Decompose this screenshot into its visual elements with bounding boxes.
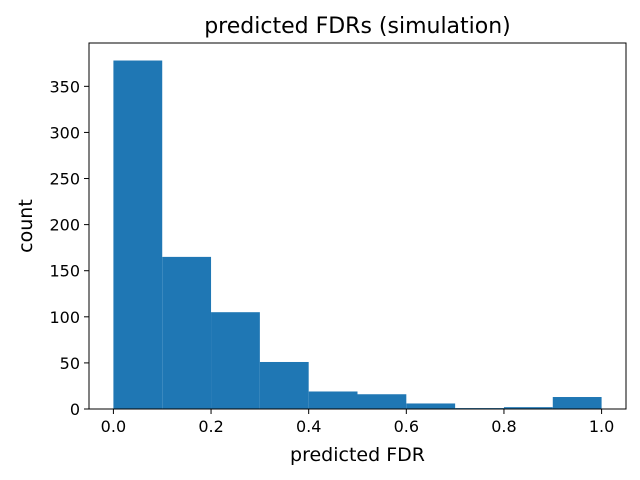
x-axis-label: predicted FDR: [290, 444, 425, 466]
y-tick-label: 50: [60, 354, 80, 373]
y-tick-label: 350: [49, 77, 80, 96]
histogram-bars: [113, 60, 602, 410]
histogram-bar: [406, 403, 456, 409]
x-tick-label: 0.2: [198, 417, 223, 436]
y-tick-label: 100: [49, 308, 80, 327]
y-tick-label: 250: [49, 170, 80, 189]
histogram-bar: [552, 397, 602, 409]
x-tick-label: 0.4: [296, 417, 321, 436]
histogram-bar: [357, 394, 407, 409]
x-tick-label: 0.0: [101, 417, 126, 436]
histogram-bar: [162, 256, 212, 409]
x-tick-label: 0.6: [394, 417, 419, 436]
y-tick-label: 300: [49, 123, 80, 142]
histogram-bar: [259, 361, 309, 409]
histogram-bar: [503, 407, 553, 409]
histogram-bar: [113, 60, 163, 410]
x-axis: 0.0 0.2 0.4 0.6 0.8 1.0: [101, 409, 614, 436]
y-tick-label: 0: [70, 400, 80, 419]
histogram-bar: [211, 312, 260, 409]
y-tick-label: 150: [49, 262, 80, 281]
histogram-bar: [308, 391, 358, 409]
x-tick-label: 0.8: [491, 417, 516, 436]
chart-title: predicted FDRs (simulation): [204, 14, 511, 39]
x-tick-label: 1.0: [589, 417, 614, 436]
y-tick-label: 200: [49, 216, 80, 235]
plot-frame: [88, 42, 627, 410]
y-axis-label: count: [15, 199, 37, 253]
y-axis: 0 50 100 150 200 250 300 350: [49, 77, 89, 419]
